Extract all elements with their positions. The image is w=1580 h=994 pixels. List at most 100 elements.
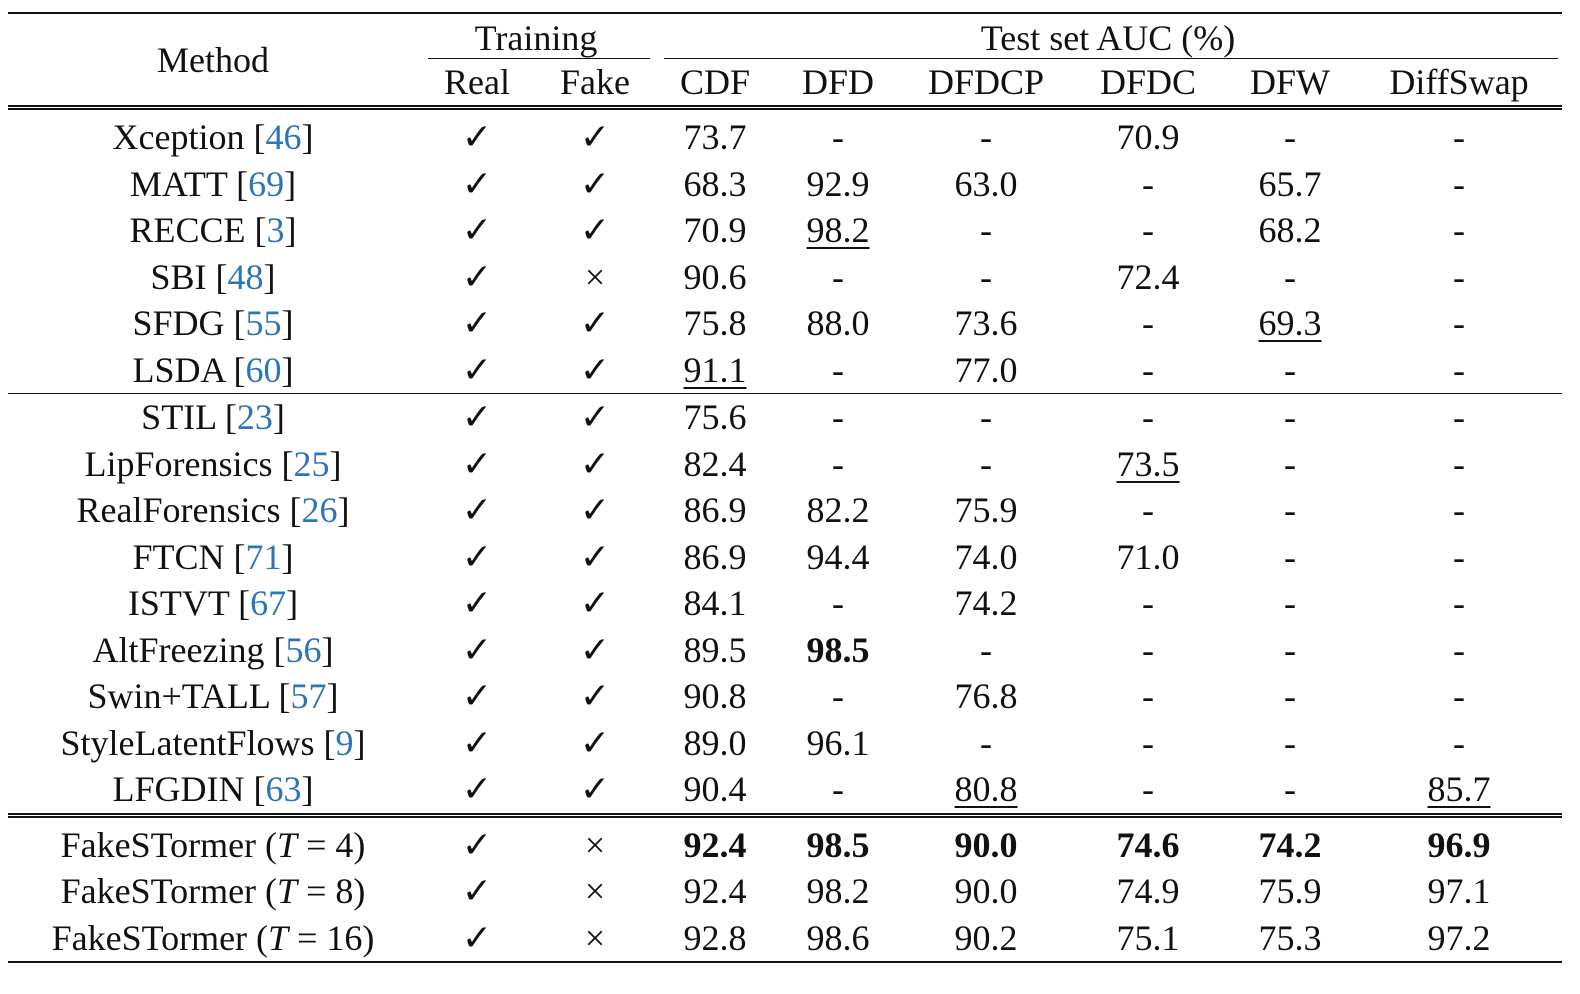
citation-link[interactable]: 48 xyxy=(227,256,264,297)
real-cell: ✓ xyxy=(418,812,536,868)
real-cell: ✓ xyxy=(461,676,493,717)
diffswap-cell: - xyxy=(1356,720,1562,767)
dfd-cell: 98.2 xyxy=(776,207,900,254)
citation-link[interactable]: 56 xyxy=(285,629,322,670)
method-cell: Swin+TALL [57] xyxy=(87,676,339,717)
auc-value: 90.0 xyxy=(954,871,1018,912)
method-param-eq: = xyxy=(288,917,327,958)
auc-value: - xyxy=(1453,163,1466,204)
auc-value: - xyxy=(1142,397,1155,438)
method-name: RealForensics xyxy=(76,490,281,531)
fake-cell: ✓ xyxy=(579,210,611,251)
dfd-cell: - xyxy=(776,673,900,720)
method-name: LSDA xyxy=(132,349,225,390)
citation-link[interactable]: 67 xyxy=(250,583,287,624)
auc-value: - xyxy=(1453,676,1466,717)
auc-value: 96.1 xyxy=(806,722,870,763)
fake-cell: ✓ xyxy=(579,163,611,204)
auc-value: 90.6 xyxy=(683,256,747,297)
fake-cell: ✓ xyxy=(579,536,611,577)
citation-link[interactable]: 3 xyxy=(266,210,285,251)
citation-link[interactable]: 57 xyxy=(290,676,327,717)
dfdc-cell: - xyxy=(1072,207,1224,254)
auc-value: 89.0 xyxy=(683,722,747,763)
auc-value: 68.3 xyxy=(683,163,747,204)
auc-value: 72.4 xyxy=(1116,256,1180,297)
citation-link[interactable]: 63 xyxy=(265,769,302,810)
real-cell: ✓ xyxy=(461,349,493,390)
dfdcp-cell: 74.2 xyxy=(900,580,1072,627)
dfdcp-cell: - xyxy=(900,627,1072,674)
dfdc-cell: 75.1 xyxy=(1072,914,1225,963)
cdf-cell: 90.6 xyxy=(654,254,776,301)
auc-value: 96.9 xyxy=(1427,824,1491,865)
dfw-cell: - xyxy=(1224,627,1356,674)
fake-cell: ✓ xyxy=(579,769,611,810)
dfdcp-cell: - xyxy=(900,207,1072,254)
method-name: STIL xyxy=(141,397,216,438)
real-cell: ✓ xyxy=(461,769,493,810)
citation-link[interactable]: 69 xyxy=(248,163,285,204)
auc-value: 73.5 xyxy=(1116,443,1180,484)
auc-value: 74.2 xyxy=(1258,824,1322,865)
auc-value: 69.3 xyxy=(1258,303,1322,344)
dfw-cell: - xyxy=(1224,441,1356,488)
diffswap-cell: - xyxy=(1356,393,1563,441)
dfdc-cell: 74.6 xyxy=(1072,812,1225,868)
diffswap-cell: - xyxy=(1356,347,1562,394)
auc-value: - xyxy=(1284,256,1297,297)
col-dfd: DFD xyxy=(776,59,901,108)
auc-value: - xyxy=(1453,629,1466,670)
citation-link[interactable]: 46 xyxy=(265,117,302,158)
dfw-cell: - xyxy=(1224,534,1356,581)
dfdc-cell: - xyxy=(1072,766,1224,815)
dfdcp-cell: 90.0 xyxy=(900,868,1072,915)
auc-value: 92.8 xyxy=(683,917,747,958)
method-name: AltFreezing xyxy=(92,629,265,670)
fake-cell: ✓ xyxy=(579,303,611,344)
method-param-eq: = xyxy=(297,824,336,865)
real-cell: ✓ xyxy=(418,105,536,161)
diffswap-cell: - xyxy=(1356,105,1563,161)
cdf-cell: 92.8 xyxy=(654,914,777,963)
auc-value: 70.9 xyxy=(683,210,747,251)
dfd-cell: - xyxy=(776,393,901,441)
method-cell: SBI [48] xyxy=(150,256,276,297)
real-cell: ✓ xyxy=(461,722,493,763)
dfw-cell: - xyxy=(1224,254,1356,301)
method-cell: FTCN [71] xyxy=(132,536,294,577)
auc-value: - xyxy=(1453,722,1466,763)
citation-link[interactable]: 71 xyxy=(245,536,282,577)
section-image-methods: Xception [46] ✓ ✓ 73.7- -70.9- - MATT [69] ✓ ✓ 68… xyxy=(8,105,1563,394)
auc-value: 92.4 xyxy=(683,871,747,912)
section-fakestormer: FakeSTormer (T = 4) ✓ × 92.4 98.5 90.0 74.6 74.… xyxy=(8,812,1563,963)
col-dfdcp: DFDCP xyxy=(900,59,1073,108)
citation-link[interactable]: 60 xyxy=(245,349,282,390)
citation-link[interactable]: 55 xyxy=(245,303,282,344)
diffswap-cell: - xyxy=(1356,300,1562,347)
auc-value: - xyxy=(1142,490,1155,531)
auc-value: - xyxy=(1284,629,1297,670)
method-cell: MATT [69] xyxy=(129,163,297,204)
dfw-cell: - xyxy=(1224,347,1356,394)
cdf-cell: 82.4 xyxy=(654,441,776,488)
citation-link[interactable]: 23 xyxy=(236,397,273,438)
citation-link[interactable]: 26 xyxy=(301,490,338,531)
auc-value: 84.1 xyxy=(683,583,747,624)
real-cell: ✓ xyxy=(461,871,493,912)
auc-value: - xyxy=(832,583,845,624)
auc-value: 65.7 xyxy=(1258,163,1322,204)
col-dfw: DFW xyxy=(1224,59,1357,108)
auc-value: - xyxy=(1284,536,1297,577)
dfdc-cell: 74.9 xyxy=(1072,868,1224,915)
col-dfdc: DFDC xyxy=(1072,59,1225,108)
dfd-cell: 98.2 xyxy=(776,868,900,915)
col-diffswap: DiffSwap xyxy=(1356,59,1563,108)
citation-link[interactable]: 25 xyxy=(293,443,330,484)
table-row: SFDG [55] ✓ ✓ 75.8 88.0 73.6 - 69.3 - xyxy=(8,300,1562,347)
citation-link[interactable]: 9 xyxy=(335,722,354,763)
auc-value: - xyxy=(832,349,845,390)
dfdcp-cell: - xyxy=(900,720,1072,767)
dfd-cell: 92.9 xyxy=(776,161,900,208)
dfdc-cell: - xyxy=(1072,487,1224,534)
